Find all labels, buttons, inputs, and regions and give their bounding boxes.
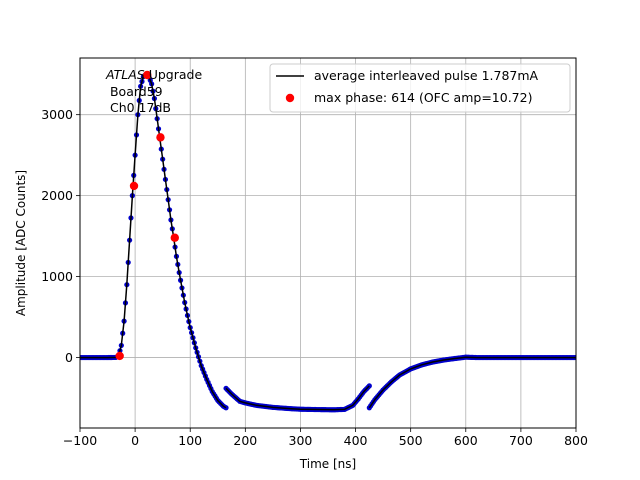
max-phase-point (143, 70, 152, 80)
max-phase-point (115, 351, 124, 361)
y-axis-ticks: 0 1000 2000 3000 (41, 107, 80, 365)
max-phase-point (156, 133, 165, 142)
x-tick-label: 300 (289, 433, 313, 448)
x-tick-label: 500 (399, 433, 423, 448)
x-tick-label: 800 (564, 433, 588, 448)
pulse-series-line-2 (368, 356, 576, 409)
atlas-annotation: ATLAS Upgrade Board59 Ch0 17dB (105, 67, 202, 115)
legend: average interleaved pulse 1.787mA max ph… (269, 63, 571, 113)
annotation-upgrade: Upgrade (145, 67, 203, 82)
annotation-line-3: Ch0 17dB (106, 100, 171, 115)
y-tick-label: 2000 (41, 188, 73, 203)
annotation-atlas: ATLAS (105, 67, 145, 82)
x-axis-ticks: −100 0 100 200 300 400 500 600 700 800 (63, 428, 588, 448)
max-phase-point (129, 181, 139, 191)
legend-box (269, 63, 571, 113)
annotation-line-1: ATLAS Upgrade (105, 67, 202, 82)
x-tick-label: −100 (63, 433, 97, 448)
x-axis-label: Time [ns] (299, 457, 356, 471)
x-tick-label: 200 (233, 433, 257, 448)
annotation-line-2: Board59 (106, 84, 163, 99)
x-tick-label: 100 (178, 433, 202, 448)
legend-entry-pulse: average interleaved pulse 1.787mA (314, 68, 539, 83)
y-tick-label: 0 (65, 350, 73, 365)
x-tick-label: 0 (131, 433, 139, 448)
x-tick-label: 400 (344, 433, 368, 448)
pulse-series-line-1 (225, 385, 370, 411)
plot-series (80, 70, 576, 413)
y-axis-label: Amplitude [ADC Counts] (14, 170, 28, 316)
legend-marker-swatch (285, 93, 295, 103)
y-tick-label: 3000 (41, 107, 73, 122)
max-phase-point (170, 233, 179, 242)
x-tick-label: 600 (454, 433, 478, 448)
x-tick-label: 700 (509, 433, 533, 448)
legend-entry-max-phase: max phase: 614 (OFC amp=10.72) (314, 90, 532, 105)
y-tick-label: 1000 (41, 269, 73, 284)
plot-frame (79, 57, 577, 429)
